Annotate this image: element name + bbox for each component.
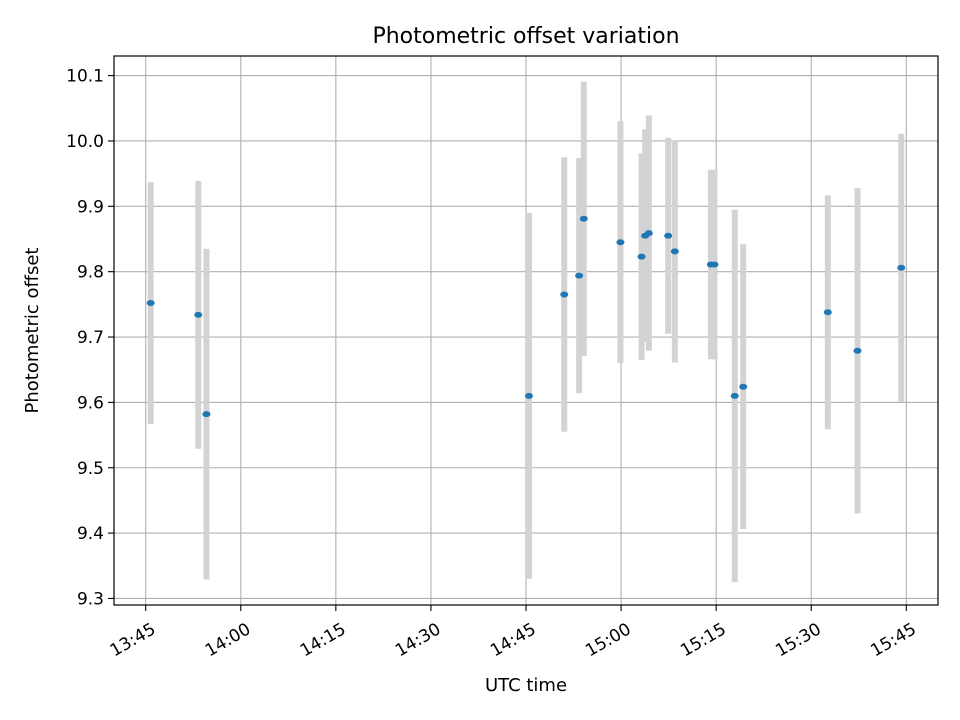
y-tick-label: 9.9 bbox=[77, 197, 104, 217]
data-point bbox=[146, 300, 155, 307]
y-tick-label: 9.5 bbox=[77, 459, 104, 479]
data-point bbox=[194, 311, 203, 318]
y-axis-title: Photometric offset bbox=[22, 248, 43, 414]
data-point bbox=[575, 272, 584, 279]
data-points bbox=[146, 215, 906, 418]
y-tick-label: 9.4 bbox=[77, 524, 104, 544]
data-point bbox=[202, 411, 211, 418]
data-point bbox=[664, 232, 673, 239]
y-tick-label: 9.8 bbox=[77, 263, 104, 283]
data-point bbox=[710, 261, 719, 268]
y-tick-label: 9.6 bbox=[77, 393, 104, 413]
data-point bbox=[579, 215, 588, 222]
data-point bbox=[644, 230, 653, 237]
y-tick-label: 9.7 bbox=[77, 328, 104, 348]
y-tick-label: 10.0 bbox=[66, 132, 104, 152]
data-point bbox=[739, 383, 748, 390]
data-point bbox=[897, 264, 906, 271]
data-point bbox=[853, 347, 862, 354]
data-point bbox=[730, 392, 739, 399]
data-point bbox=[637, 253, 646, 260]
y-axis-ticks: 9.3 9.4 9.5 9.6 9.7 9.8 9.9 10.0 10.1 bbox=[66, 67, 114, 609]
data-point bbox=[616, 239, 625, 246]
data-point bbox=[524, 392, 533, 399]
y-tick-label: 10.1 bbox=[66, 67, 104, 87]
y-tick-label: 9.3 bbox=[77, 589, 104, 609]
x-axis-title: UTC time bbox=[485, 675, 567, 696]
data-point bbox=[823, 309, 832, 316]
chart-title: Photometric offset variation bbox=[372, 24, 679, 49]
data-point bbox=[560, 291, 569, 298]
data-point bbox=[670, 248, 679, 255]
